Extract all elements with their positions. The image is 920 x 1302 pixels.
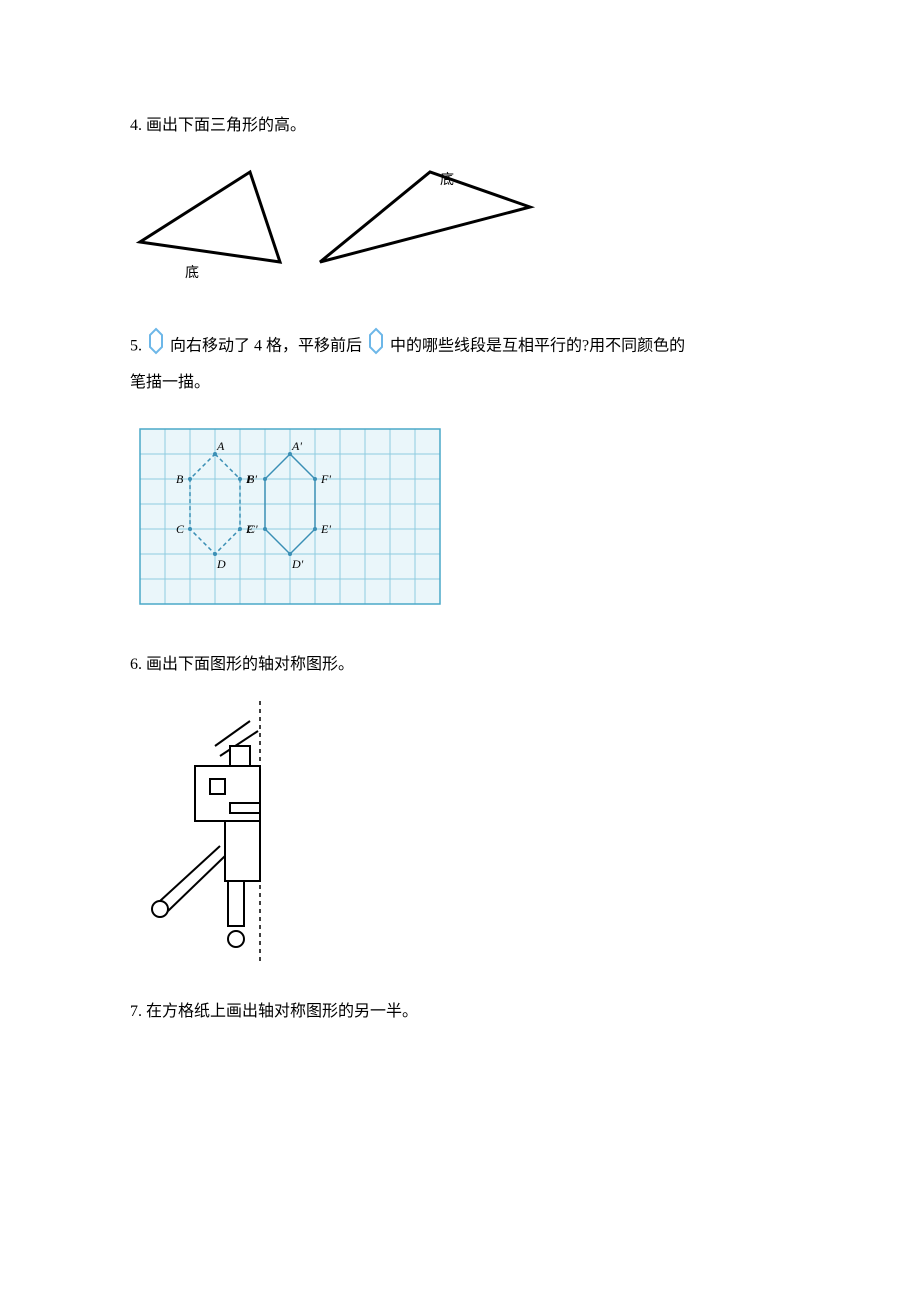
svg-text:D: D bbox=[216, 557, 226, 571]
grid-svg: ABCDEFA'B'C'D'E'F' bbox=[130, 419, 450, 614]
svg-text:A: A bbox=[216, 439, 225, 453]
q5-text-line1: 5. 向右移动了 4 格，平移前后 中的哪些线段是互相平行的?用不同颜色的 bbox=[130, 327, 790, 367]
triangle-right bbox=[320, 172, 530, 262]
svg-text:E': E' bbox=[320, 522, 331, 536]
triangle-left bbox=[140, 172, 280, 262]
hexagon-icon bbox=[148, 327, 164, 367]
q5-text-line2: 笔描一描。 bbox=[130, 367, 790, 399]
svg-text:B: B bbox=[176, 472, 184, 486]
svg-text:B': B' bbox=[247, 472, 257, 486]
q6-text: 6. 画出下面图形的轴对称图形。 bbox=[130, 649, 790, 681]
svg-text:C': C' bbox=[247, 522, 258, 536]
question-4: 4. 画出下面三角形的高。 底 底 bbox=[130, 110, 790, 297]
q4-text: 4. 画出下面三角形的高。 bbox=[130, 110, 790, 142]
robot-svg bbox=[130, 701, 330, 961]
svg-text:F': F' bbox=[320, 472, 331, 486]
q6-figure bbox=[130, 701, 790, 966]
svg-text:C: C bbox=[176, 522, 185, 536]
question-6: 6. 画出下面图形的轴对称图形。 bbox=[130, 649, 790, 966]
q4-figure: 底 底 bbox=[130, 162, 790, 297]
triangles-svg: 底 底 bbox=[130, 162, 550, 292]
triangle-right-base-label: 底 bbox=[440, 172, 454, 188]
svg-text:A': A' bbox=[291, 439, 302, 453]
q7-text: 7. 在方格纸上画出轴对称图形的另一半。 bbox=[130, 996, 790, 1028]
triangle-left-base-label: 底 bbox=[185, 265, 199, 281]
question-7: 7. 在方格纸上画出轴对称图形的另一半。 bbox=[130, 996, 790, 1028]
question-5: 5. 向右移动了 4 格，平移前后 中的哪些线段是互相平行的?用不同颜色的 笔描… bbox=[130, 327, 790, 619]
q5-mid2: 中的哪些线段是互相平行的?用不同颜色的 bbox=[390, 338, 685, 355]
svg-text:D': D' bbox=[291, 557, 304, 571]
hexagon-icon bbox=[368, 327, 384, 367]
q5-figure: ABCDEFA'B'C'D'E'F' bbox=[130, 419, 790, 619]
q5-mid1: 向右移动了 4 格，平移前后 bbox=[170, 338, 362, 355]
worksheet-page: 4. 画出下面三角形的高。 底 底 5. 向右移动了 4 格，平移前后 bbox=[0, 0, 920, 1118]
q5-prefix: 5. bbox=[130, 338, 146, 355]
